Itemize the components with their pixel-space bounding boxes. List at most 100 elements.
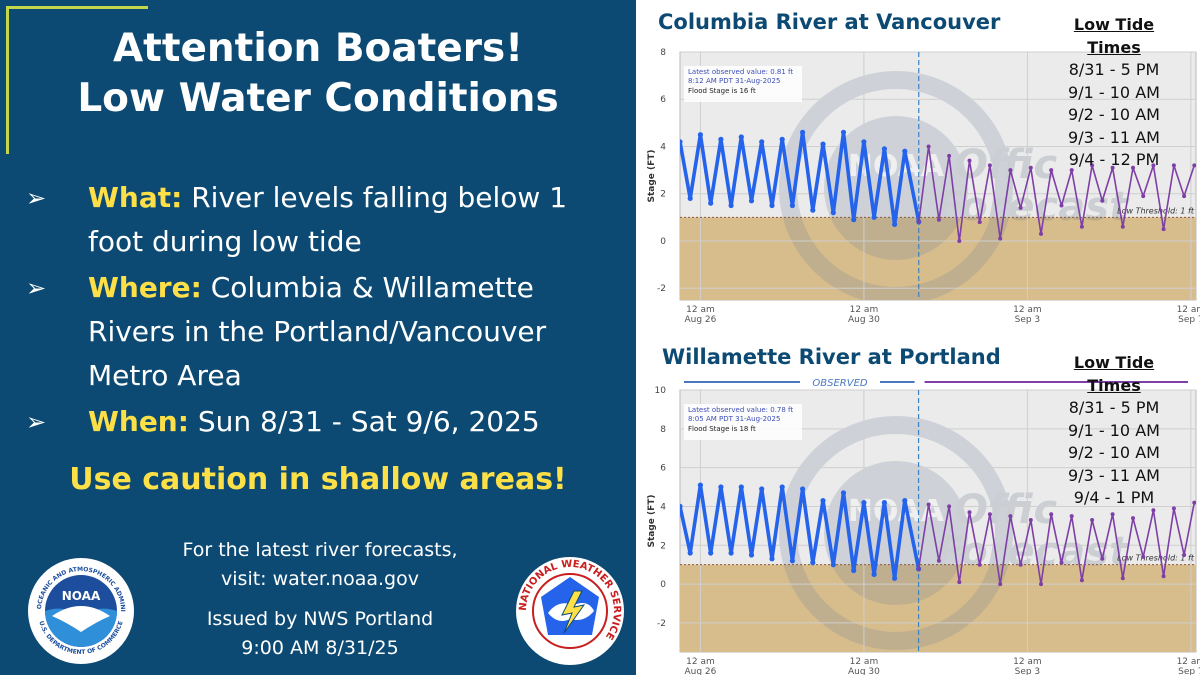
tide-time: 9/1 - 10 AM	[1068, 420, 1160, 440]
x-tick-label: 12 am	[850, 657, 879, 667]
tide-time: 9/3 - 11 AM	[1068, 127, 1160, 147]
observed-point	[680, 139, 683, 145]
forecast-point	[987, 163, 992, 168]
observed-point	[881, 500, 887, 506]
forecast-point	[957, 239, 962, 243]
observed-point	[789, 202, 795, 209]
y-tick-label: 10	[655, 386, 667, 396]
forecast-point	[1131, 516, 1135, 521]
forecast-point	[1100, 198, 1105, 203]
watermark-office: Offic	[954, 487, 1058, 533]
series-group	[680, 482, 1196, 587]
forecast-point	[1008, 514, 1013, 519]
x-tick-label: 12 am	[1177, 657, 1200, 667]
forecast-point	[1192, 500, 1196, 505]
observed-point	[759, 139, 765, 145]
observed-point	[748, 552, 755, 558]
bullet-label: When:	[88, 405, 189, 438]
forecast-point	[1039, 582, 1043, 587]
bullet-text: When: Sun 8/31 - Sat 9/6, 2025	[88, 400, 626, 444]
forecast-point	[1018, 205, 1023, 210]
bullet-body: Sun 8/31 - Sat 9/6, 2025	[197, 405, 540, 438]
y-tick-label: 6	[660, 95, 666, 105]
visit-info: For the latest river forecasts, visit: w…	[150, 536, 490, 594]
forecast-point	[1028, 518, 1033, 522]
forecast-point	[1151, 163, 1156, 168]
observed-point	[881, 146, 887, 152]
observed-point	[800, 486, 806, 492]
info-line-2: 8:12 AM PDT 31-Aug-2025	[688, 77, 780, 85]
x-tick-label: Sep 7	[1178, 667, 1200, 675]
tide-time: 9/2 - 10 AM	[1068, 105, 1160, 124]
observed-point	[871, 571, 877, 578]
threshold-label: Low Threshold: 1 ft	[1117, 206, 1195, 215]
forecast-point	[957, 580, 962, 585]
forecast-point	[1182, 553, 1187, 557]
forecast-point	[1131, 165, 1135, 170]
forecast-series-line	[918, 145, 1196, 242]
x-tick-label: Sep 7	[1178, 315, 1200, 325]
observed-point	[738, 484, 744, 490]
tide-time: 8/31 - 5 PM	[1068, 60, 1160, 79]
info-panel: Attention Boaters! Low Water Conditions …	[0, 0, 636, 675]
observed-point	[851, 217, 857, 223]
watermark-disc	[824, 116, 968, 260]
forecast-point	[1141, 194, 1146, 199]
tide-time: 9/3 - 11 AM	[1068, 465, 1160, 485]
observed-point	[687, 195, 693, 201]
observed-point	[759, 486, 765, 492]
watermark-forecast: Forecast	[936, 184, 1130, 230]
x-tick-label: 12 am	[1013, 305, 1042, 315]
forecast-point	[1069, 514, 1074, 519]
latest-observation-box: Latest observed value: 0.81 ft8:12 AM PD…	[684, 66, 802, 102]
observed-point	[718, 136, 724, 142]
observed-point	[902, 148, 908, 154]
forecast-point	[1079, 224, 1084, 229]
forecast-point	[1059, 203, 1064, 208]
x-tick-label: Sep 3	[1015, 667, 1041, 675]
observed-point	[687, 550, 693, 556]
observed-point	[810, 560, 816, 566]
x-tick-label: Sep 3	[1015, 315, 1041, 325]
caution-message: Use caution in shallow areas!	[69, 462, 567, 497]
info-box-bg	[684, 66, 802, 102]
forecast-point	[1049, 168, 1054, 173]
observed-band-label: OBSERVED	[812, 378, 868, 389]
below-threshold-band	[680, 217, 1196, 300]
tide-header-line-2: Times	[1087, 375, 1141, 395]
latest-observation-box: Latest observed value: 0.78 ft8:05 AM PD…	[684, 404, 802, 440]
issued-line-2: 9:00 AM 8/31/25	[241, 637, 399, 659]
forecast-point	[926, 502, 931, 507]
info-line-3: Flood Stage is 18 ft	[688, 425, 756, 433]
bullet-label: What:	[88, 181, 183, 214]
issued-line-1: Issued by NWS Portland	[206, 608, 434, 630]
tide-box-columbia: Low Tide Times 8/31 - 5 PM 9/1 - 10 AM 9…	[1050, 14, 1178, 172]
bullet-body: Columbia & Willamette Rivers in the Port…	[88, 271, 547, 392]
observed-point	[748, 198, 755, 204]
observed-point	[892, 575, 898, 581]
nws-logo-icon: NATIONAL WEATHER SERVICE	[516, 557, 624, 665]
headline-line-2: Low Water Conditions	[77, 76, 559, 121]
bullet-when: ➢ When: Sun 8/31 - Sat 9/6, 2025	[26, 400, 626, 444]
bullet-label: Where:	[88, 271, 202, 304]
forecast-point	[1161, 227, 1166, 232]
observed-point	[789, 558, 795, 564]
tide-header-line-1: Low Tide	[1073, 15, 1155, 34]
observed-point	[708, 200, 714, 206]
observed-point	[738, 134, 744, 140]
forecast-point	[1182, 194, 1187, 199]
forecast-point	[987, 512, 992, 517]
chart-title-willamette: Willamette River at Portland	[662, 345, 1001, 369]
observed-point	[820, 498, 826, 504]
observed-point	[718, 484, 724, 490]
x-tick-label: 12 am	[1177, 305, 1200, 315]
observed-point	[902, 498, 908, 504]
observed-point	[861, 139, 867, 145]
forecast-point	[1049, 512, 1054, 517]
bullet-text: Where: Columbia & Willamette Rivers in t…	[88, 266, 626, 398]
x-tick-label: 12 am	[1013, 657, 1042, 667]
forecast-point	[1008, 168, 1013, 173]
visit-line-2: visit: water.noaa.gov	[221, 568, 419, 590]
